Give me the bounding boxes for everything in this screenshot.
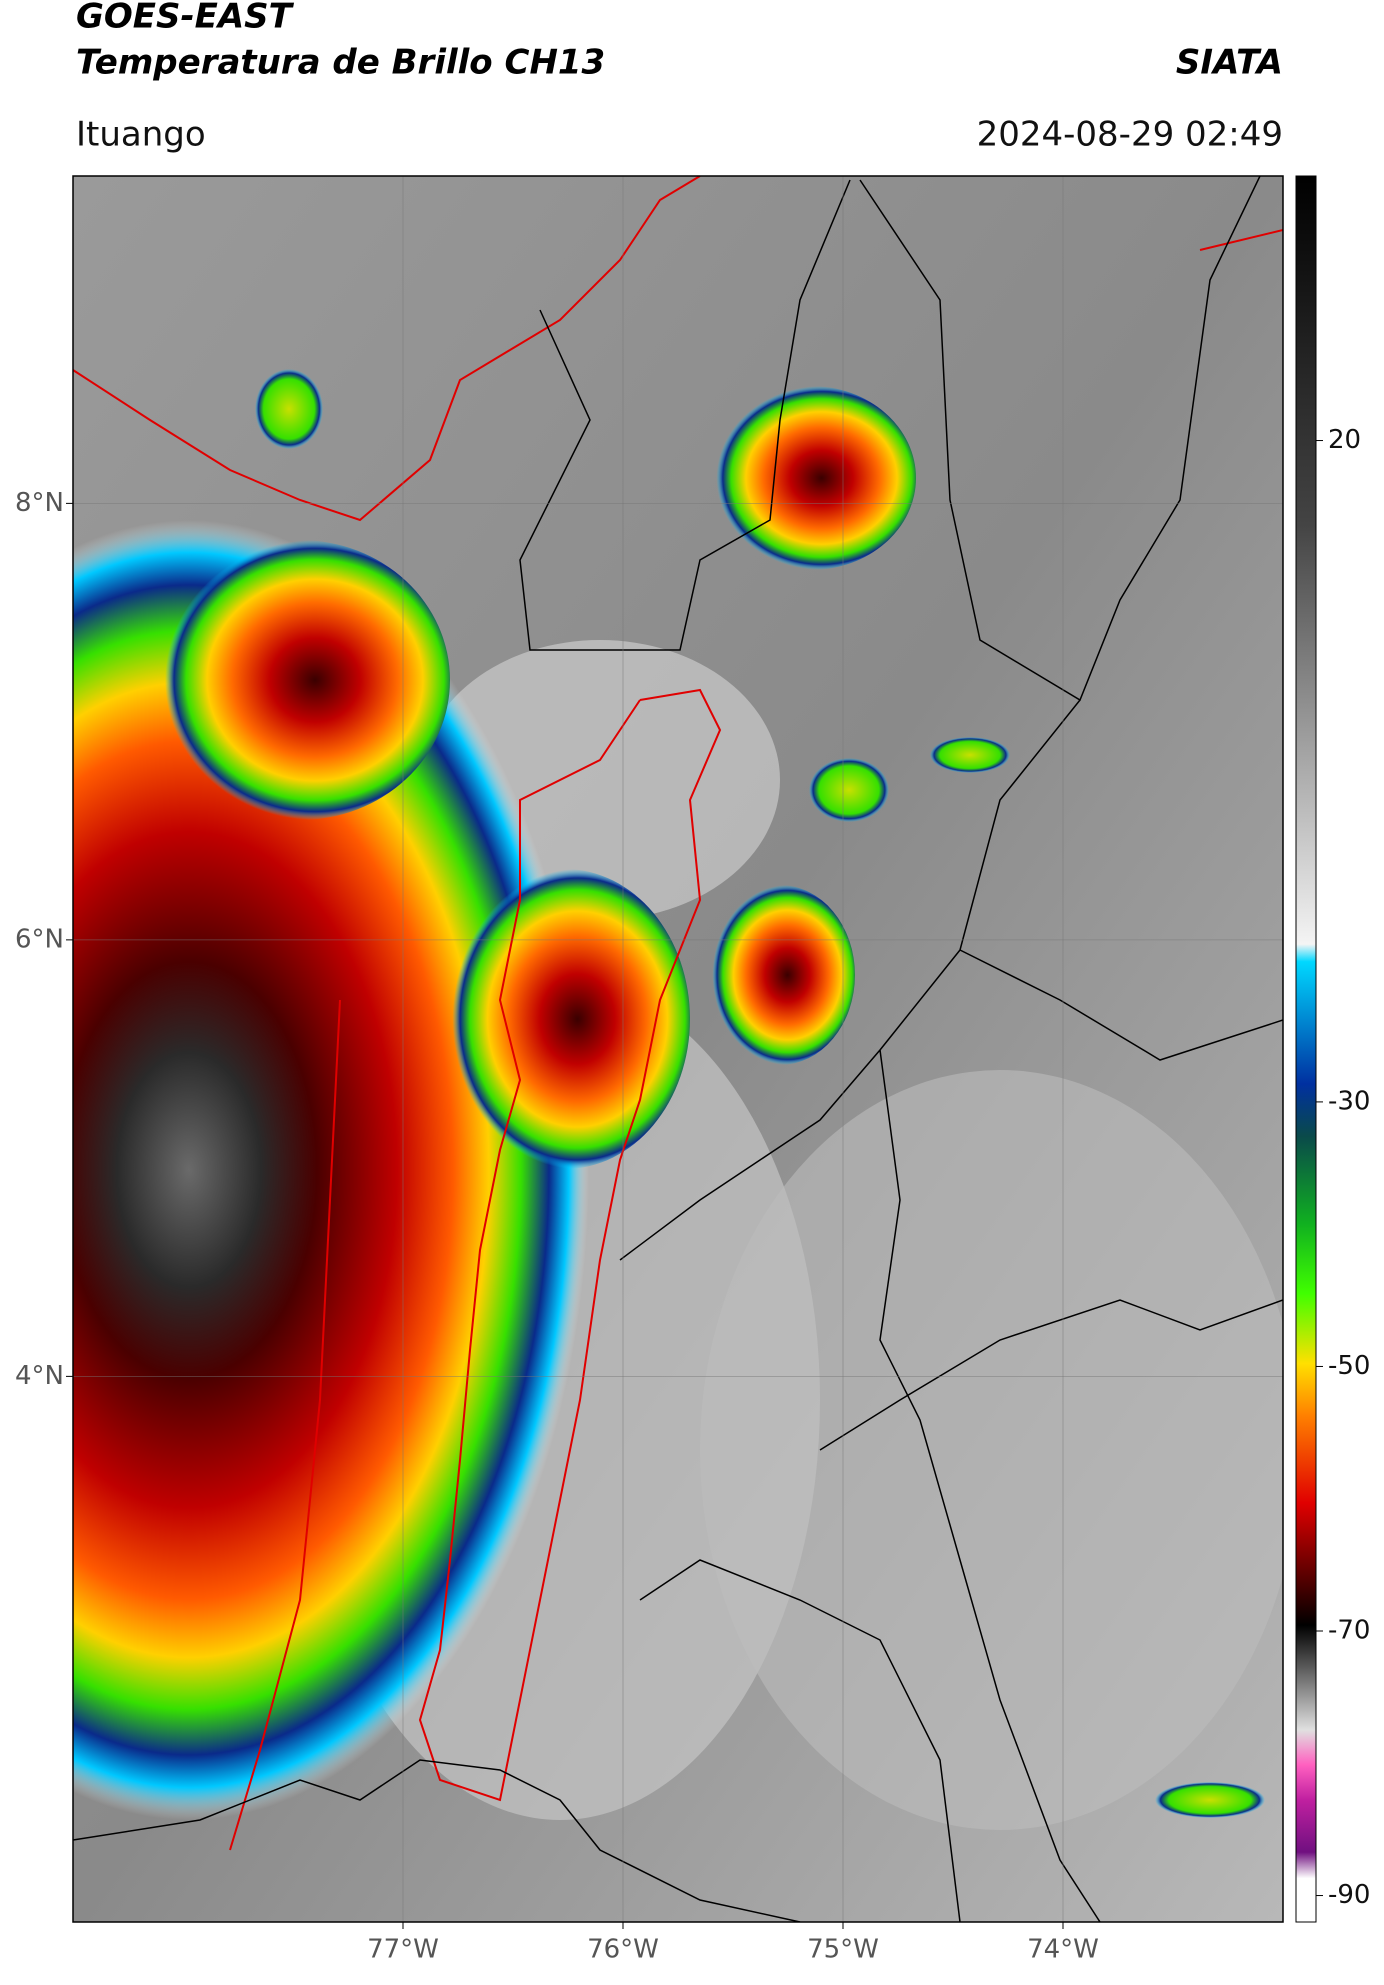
subtitle: Temperatura de Brillo CH13 <box>76 43 605 83</box>
datetime: 2024-08-29 02:49 <box>977 115 1283 155</box>
colorbar <box>1295 175 1317 1923</box>
map-frame <box>72 175 1284 1923</box>
x-tick-label: 74°W <box>1027 1935 1099 1965</box>
colorbar-tick-label: -50 <box>1328 1351 1370 1381</box>
y-tick-label: 6°N <box>15 924 64 954</box>
location: Ituango <box>76 115 206 155</box>
y-tick-label: 8°N <box>15 488 64 518</box>
x-tick-label: 77°W <box>367 1935 439 1965</box>
colorbar-tick-label: 20 <box>1328 425 1361 455</box>
agency: SIATA <box>1176 43 1283 83</box>
x-tick-label: 75°W <box>807 1935 879 1965</box>
grid <box>73 176 1283 1922</box>
y-tick-label: 4°N <box>15 1361 64 1391</box>
colorbar-tick-label: -90 <box>1328 1880 1370 1910</box>
title: GOES-EAST <box>76 0 295 37</box>
colorbar-tick-label: -70 <box>1328 1616 1370 1646</box>
satellite-image <box>73 176 1283 1922</box>
x-tick-label: 76°W <box>587 1935 659 1965</box>
colorbar-tick-label: -30 <box>1328 1086 1370 1116</box>
